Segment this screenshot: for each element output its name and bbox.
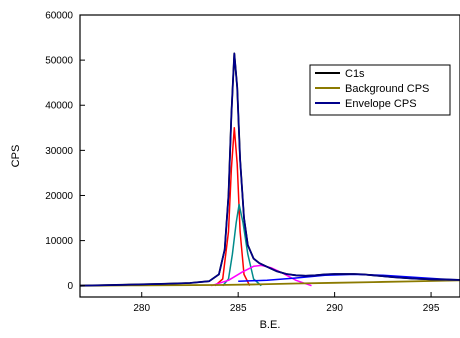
x-tick-label: 290 (326, 303, 343, 314)
x-axis-title: B.E. (260, 319, 281, 331)
component-peak-line (214, 127, 251, 287)
y-tick-label: 10000 (45, 236, 73, 247)
y-tick-label: 40000 (45, 101, 73, 112)
y-axis-title: CPS (10, 145, 22, 168)
x-axis: 280 285 290 295 (133, 292, 440, 314)
legend-label-c1s: C1s (345, 68, 365, 80)
legend-label-background: Background CPS (345, 83, 429, 95)
x-tick-label: 280 (133, 303, 150, 314)
legend: C1s Background CPS Envelope CPS (309, 64, 451, 116)
plot-content (79, 52, 460, 287)
series-line-envelope-cps (79, 52, 460, 287)
x-tick-label: 295 (423, 303, 440, 314)
x-tick-label: 285 (230, 303, 247, 314)
y-axis: 0 10000 20000 30000 40000 50000 60000 (45, 11, 85, 292)
legend-label-envelope: Envelope CPS (345, 98, 417, 110)
component-peak-line (222, 203, 262, 287)
plot-frame (79, 14, 460, 298)
y-tick-label: 60000 (45, 11, 73, 22)
y-tick-label: 20000 (45, 191, 73, 202)
y-tick-label: 50000 (45, 56, 73, 67)
y-tick-label: 30000 (45, 146, 73, 157)
y-tick-label: 0 (67, 281, 73, 292)
series-line-background-cps (79, 279, 460, 287)
